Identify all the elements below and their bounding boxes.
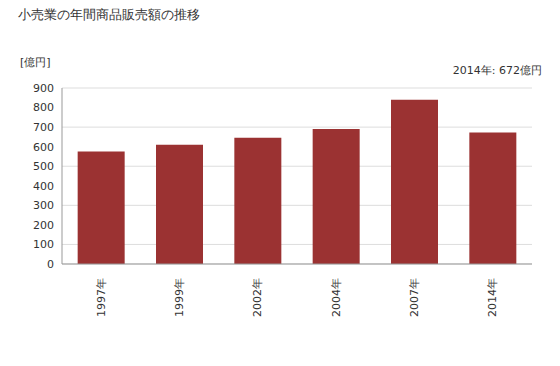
svg-text:2007年: 2007年 — [408, 278, 421, 317]
svg-text:2002年: 2002年 — [251, 278, 264, 317]
html-text:[億円]: [億円] — [20, 56, 51, 69]
html-text:2014年: 672億円: 2014年: 672億円 — [452, 64, 542, 77]
svg-text:800: 800 — [33, 101, 54, 114]
svg-text:1999年: 1999年 — [173, 278, 186, 317]
svg-text:1997年: 1997年 — [95, 278, 108, 317]
svg-text:300: 300 — [33, 199, 54, 212]
svg-text:2014年: 2014年 — [486, 278, 499, 317]
svg-text:0: 0 — [47, 258, 54, 271]
svg-text:700: 700 — [33, 121, 54, 134]
html-text:小売業の年間商品販売額の推移: 小売業の年間商品販売額の推移 — [18, 7, 200, 22]
svg-text:600: 600 — [33, 141, 54, 154]
svg-text:200: 200 — [33, 219, 54, 232]
svg-text:2004年: 2004年 — [330, 278, 343, 317]
svg-text:500: 500 — [33, 160, 54, 173]
svg-text:400: 400 — [33, 180, 54, 193]
svg-text:100: 100 — [33, 238, 54, 251]
svg-text:900: 900 — [33, 82, 54, 95]
